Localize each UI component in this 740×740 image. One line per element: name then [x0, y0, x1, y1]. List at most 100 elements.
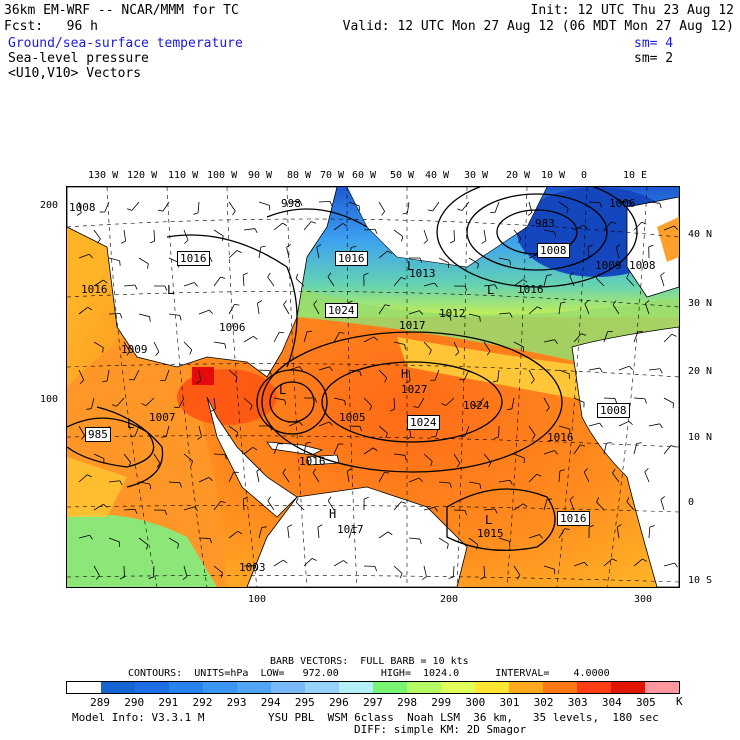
wind-barb [316, 247, 320, 259]
wind-barb [573, 224, 585, 231]
wind-barb [153, 341, 160, 353]
wind-barb-flag [614, 398, 618, 404]
wind-barb-flag [674, 562, 678, 568]
wind-barb-flag [145, 544, 149, 550]
wind-barb [423, 453, 433, 462]
wind-barb-flag [599, 202, 602, 208]
wind-barb [213, 341, 225, 345]
colorbar-swatch [305, 682, 339, 693]
wind-barb [213, 276, 221, 287]
wind-barb [513, 279, 524, 287]
isobar-label: 1027 [401, 383, 428, 396]
wind-barb [327, 276, 335, 287]
wind-barb [363, 447, 374, 455]
wind-barb-flag [390, 408, 395, 412]
wind-barb-flag [530, 379, 535, 384]
wind-barb-flag [486, 350, 491, 356]
wind-barb [633, 221, 642, 231]
wind-barb [90, 397, 95, 409]
wind-barb-flag [626, 273, 630, 279]
wind-barb [453, 229, 455, 242]
wind-barb [596, 277, 605, 287]
wind-barb [363, 397, 372, 407]
wind-barb [626, 501, 635, 511]
wind-barb [498, 312, 510, 315]
wind-barb [445, 397, 455, 406]
wind-barb-flag [527, 212, 533, 216]
wind-barb-flag [269, 425, 273, 431]
wind-barb-flag [404, 344, 406, 350]
wind-barb [583, 471, 590, 483]
wind-barb [183, 229, 189, 241]
longitude-label: 20 W [506, 170, 531, 181]
wind-barb-flag [479, 483, 482, 489]
forecast-hour: Fcst: 96 h [4, 19, 98, 34]
wind-barb-flag [311, 558, 317, 561]
wind-barb [258, 201, 270, 206]
wind-barb-flag [481, 240, 487, 244]
wind-barb [183, 506, 195, 511]
wind-barb-flag [629, 365, 633, 371]
colorbar-tick-label: 302 [533, 696, 554, 709]
wind-barb [498, 537, 510, 542]
wind-barb [333, 332, 340, 343]
wind-barb-flag [406, 436, 412, 440]
wind-barb-flag [193, 212, 199, 215]
wind-barb-flag [196, 380, 201, 384]
wind-barb [378, 250, 388, 259]
wind-barb-flag [587, 244, 593, 248]
wind-barb-flag [477, 263, 479, 269]
colorbar-tick-label: 294 [260, 696, 281, 709]
wind-barb [288, 200, 300, 203]
colorbar-swatch [203, 682, 237, 693]
wind-barb [213, 397, 216, 409]
wind-barb-flag [387, 250, 393, 254]
wind-barb-flag [673, 225, 678, 230]
wind-barb-flag [385, 433, 388, 438]
wind-barb [78, 201, 82, 213]
wind-barb [648, 368, 660, 371]
wind-barb-flag [282, 222, 288, 226]
colorbar-tick-label: 295 [294, 696, 315, 709]
wind-barb-flag [287, 524, 293, 528]
isobar-label: 1024 [325, 303, 358, 318]
wind-barb [165, 425, 170, 437]
low-pressure-marker: L [279, 383, 287, 397]
wind-barb [633, 331, 639, 343]
wind-barb [153, 453, 161, 464]
wind-barb-flag [260, 245, 266, 248]
wind-barb [393, 277, 402, 287]
wind-barb-flag [560, 301, 566, 304]
wind-barb [333, 443, 339, 455]
wind-barb-flag [182, 576, 188, 580]
wind-barb-flag [446, 543, 449, 549]
wind-barb-flag [531, 434, 536, 440]
wind-barb [348, 369, 360, 372]
wind-barb-flag [339, 332, 345, 334]
wind-barb-flag [522, 503, 528, 507]
wind-barb-flag [404, 455, 407, 461]
wind-barb [333, 223, 344, 231]
wind-barb-flag [430, 461, 433, 467]
isobar-label: 1024 [463, 399, 490, 412]
wind-barb-flag [126, 351, 131, 356]
wind-barb-flag [566, 208, 569, 214]
wind-barb [346, 471, 350, 483]
wind-barb-flag [488, 462, 492, 468]
wind-barb [228, 304, 235, 315]
colorbar-tick-label: 292 [192, 696, 213, 709]
wind-barb-flag [89, 253, 93, 259]
isobar-label: 1003 [239, 561, 266, 574]
model-title: 36km EM-WRF -- NCAR/MMM for TC [4, 3, 239, 18]
wind-barb-flag [208, 477, 213, 482]
wind-barb [543, 450, 555, 455]
wind-barb-flag [102, 347, 104, 353]
wind-barb-flag [220, 500, 226, 504]
wind-barb [648, 201, 660, 204]
isobar-contours [67, 187, 638, 551]
weather-map[interactable]: 998 1016 1016 1016 1013 1024 1017 1016 1008 983 10… [66, 186, 680, 588]
wind-barb [438, 313, 450, 317]
colorbar-swatch [67, 682, 101, 693]
wind-barb [528, 369, 535, 380]
field-slp-smoothing: sm= 2 [634, 51, 674, 66]
